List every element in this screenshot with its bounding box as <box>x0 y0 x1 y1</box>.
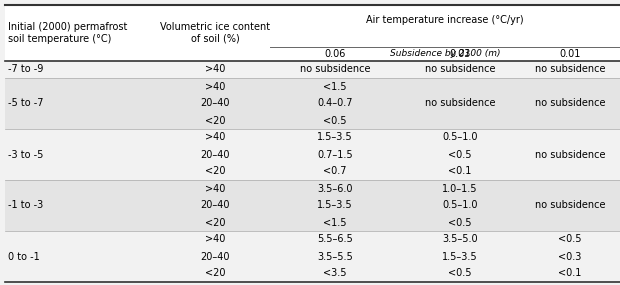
Text: -7 to -9: -7 to -9 <box>8 64 43 74</box>
Text: <0.1: <0.1 <box>559 268 582 278</box>
Text: 1.5–3.5: 1.5–3.5 <box>317 133 353 142</box>
Text: <20: <20 <box>205 268 225 278</box>
Text: <3.5: <3.5 <box>323 268 347 278</box>
Text: no subsidence: no subsidence <box>425 99 495 109</box>
Text: no subsidence: no subsidence <box>299 64 370 74</box>
Text: >40: >40 <box>205 82 225 91</box>
Text: >40: >40 <box>205 64 225 74</box>
Text: 0.7–1.5: 0.7–1.5 <box>317 150 353 160</box>
Text: no subsidence: no subsidence <box>425 64 495 74</box>
Text: <1.5: <1.5 <box>323 217 347 227</box>
Text: 0.01: 0.01 <box>559 49 581 59</box>
Text: -3 to -5: -3 to -5 <box>8 150 43 160</box>
Text: <20: <20 <box>205 166 225 176</box>
Text: 20–40: 20–40 <box>200 150 230 160</box>
Text: Subsidence by 2100 (m): Subsidence by 2100 (m) <box>390 50 500 58</box>
Text: Air temperature increase (°C/yr): Air temperature increase (°C/yr) <box>366 15 524 25</box>
Text: Initial (2000) permafrost
soil temperature (°C): Initial (2000) permafrost soil temperatu… <box>8 22 127 44</box>
Text: -1 to -3: -1 to -3 <box>8 201 43 211</box>
Text: <20: <20 <box>205 115 225 125</box>
Text: 0.03: 0.03 <box>450 49 471 59</box>
Text: -5 to -7: -5 to -7 <box>8 99 43 109</box>
Text: <0.5: <0.5 <box>448 150 472 160</box>
Text: <20: <20 <box>205 217 225 227</box>
Bar <box>5 180 620 231</box>
Text: 1.0–1.5: 1.0–1.5 <box>442 184 478 194</box>
Text: no subsidence: no subsidence <box>534 201 605 211</box>
Text: 0.5–1.0: 0.5–1.0 <box>442 201 478 211</box>
Text: no subsidence: no subsidence <box>534 150 605 160</box>
Text: >40: >40 <box>205 184 225 194</box>
Text: Volumetric ice content
of soil (%): Volumetric ice content of soil (%) <box>160 22 270 44</box>
Bar <box>5 231 620 282</box>
Text: <0.1: <0.1 <box>448 166 472 176</box>
Text: 5.5–6.5: 5.5–6.5 <box>317 235 353 245</box>
Text: 20–40: 20–40 <box>200 201 230 211</box>
Text: <0.5: <0.5 <box>448 268 472 278</box>
Text: 0 to -1: 0 to -1 <box>8 251 40 262</box>
Text: >40: >40 <box>205 133 225 142</box>
Text: 0.4–0.7: 0.4–0.7 <box>317 99 353 109</box>
Bar <box>5 61 620 78</box>
Text: 20–40: 20–40 <box>200 251 230 262</box>
Text: 1.5–3.5: 1.5–3.5 <box>442 251 478 262</box>
Bar <box>5 129 620 180</box>
Text: <0.5: <0.5 <box>323 115 347 125</box>
Text: 3.5–5.5: 3.5–5.5 <box>317 251 353 262</box>
Text: 1.5–3.5: 1.5–3.5 <box>317 201 353 211</box>
Text: no subsidence: no subsidence <box>534 99 605 109</box>
Text: 3.5–5.0: 3.5–5.0 <box>442 235 478 245</box>
Text: <0.5: <0.5 <box>448 217 472 227</box>
Bar <box>5 5 620 61</box>
Text: <1.5: <1.5 <box>323 82 347 91</box>
Text: <0.3: <0.3 <box>559 251 582 262</box>
Text: >40: >40 <box>205 235 225 245</box>
Text: 3.5–6.0: 3.5–6.0 <box>317 184 353 194</box>
Bar <box>5 78 620 129</box>
Text: <0.7: <0.7 <box>323 166 347 176</box>
Text: <0.5: <0.5 <box>558 235 582 245</box>
Text: no subsidence: no subsidence <box>534 64 605 74</box>
Text: 0.5–1.0: 0.5–1.0 <box>442 133 478 142</box>
Text: 0.06: 0.06 <box>324 49 346 59</box>
Text: 20–40: 20–40 <box>200 99 230 109</box>
